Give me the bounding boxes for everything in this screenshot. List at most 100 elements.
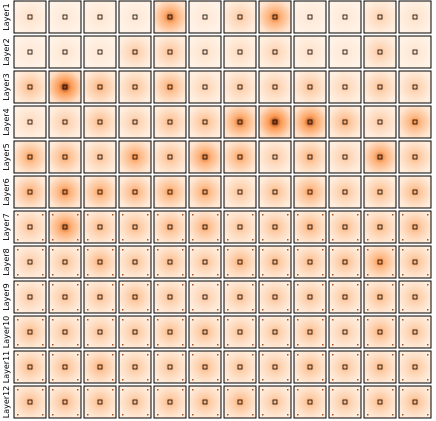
query-marker xyxy=(202,189,208,195)
corner-speckle xyxy=(392,214,394,216)
heatmap-cell xyxy=(328,210,362,244)
query-marker xyxy=(132,154,138,160)
heatmap-cell-fill xyxy=(153,70,187,104)
corner-speckle xyxy=(322,214,324,216)
query-marker xyxy=(97,189,103,195)
corner-speckle xyxy=(122,344,124,346)
corner-speckle xyxy=(262,239,264,241)
heatmap-cell xyxy=(398,210,432,244)
row-label-layer6: Layer6 xyxy=(2,178,11,205)
heatmap-cell xyxy=(118,70,152,104)
heatmap-cell-fill xyxy=(223,245,257,279)
heatmap-cell xyxy=(13,70,47,104)
heatmap-cell xyxy=(48,315,82,349)
heatmap-cell xyxy=(258,280,292,314)
corner-speckle xyxy=(402,214,404,216)
corner-speckle xyxy=(322,319,324,321)
query-marker xyxy=(132,189,138,195)
query-marker xyxy=(97,259,103,265)
heatmap-cell xyxy=(363,280,397,314)
corner-speckle xyxy=(77,354,79,356)
row-label-layer2: Layer2 xyxy=(2,38,11,65)
corner-speckle xyxy=(17,414,19,416)
heatmap-cell-fill xyxy=(83,385,117,419)
corner-speckle xyxy=(217,354,219,356)
heatmap-cell-fill xyxy=(118,175,152,209)
heatmap-cell-fill xyxy=(83,105,117,139)
heatmap-cell xyxy=(398,140,432,174)
heatmap-cell xyxy=(363,315,397,349)
corner-speckle xyxy=(122,389,124,391)
heatmap-cell xyxy=(188,210,222,244)
heatmap-cell-fill xyxy=(48,315,82,349)
heatmap-cell xyxy=(13,105,47,139)
query-marker xyxy=(62,49,68,55)
corner-speckle xyxy=(392,389,394,391)
row-label-layer1: Layer1 xyxy=(2,3,11,30)
corner-speckle xyxy=(357,414,359,416)
query-marker xyxy=(342,329,348,335)
query-marker xyxy=(377,294,383,300)
query-marker xyxy=(167,14,173,20)
corner-speckle xyxy=(112,284,114,286)
corner-speckle xyxy=(367,389,369,391)
corner-speckle xyxy=(287,284,289,286)
corner-speckle xyxy=(357,379,359,381)
query-marker xyxy=(132,329,138,335)
query-marker xyxy=(202,364,208,370)
row-label-layer11: Layer11 xyxy=(2,351,11,383)
corner-speckle xyxy=(182,414,184,416)
corner-speckle xyxy=(192,274,194,276)
corner-speckle xyxy=(252,379,254,381)
heatmap-cell xyxy=(118,0,152,34)
corner-speckle xyxy=(367,309,369,311)
corner-speckle xyxy=(297,344,299,346)
heatmap-cell-fill xyxy=(258,35,292,69)
corner-speckle xyxy=(52,284,54,286)
corner-speckle xyxy=(427,274,429,276)
corner-speckle xyxy=(217,274,219,276)
corner-speckle xyxy=(147,389,149,391)
corner-speckle xyxy=(87,284,89,286)
heatmap-cell-fill xyxy=(153,140,187,174)
heatmap-cell-fill xyxy=(293,105,327,139)
corner-speckle xyxy=(192,354,194,356)
heatmap-cell xyxy=(398,35,432,69)
heatmap-cell-fill xyxy=(153,0,187,34)
heatmap-cell xyxy=(188,385,222,419)
corner-speckle xyxy=(112,389,114,391)
corner-speckle xyxy=(192,344,194,346)
heatmap-cell xyxy=(258,210,292,244)
corner-speckle xyxy=(252,239,254,241)
query-marker xyxy=(27,84,33,90)
heatmap-cell-fill xyxy=(258,385,292,419)
corner-speckle xyxy=(87,249,89,251)
corner-speckle xyxy=(17,379,19,381)
heatmap-cell-fill xyxy=(328,70,362,104)
heatmap-cell xyxy=(83,0,117,34)
heatmap-cell-fill xyxy=(153,35,187,69)
corner-speckle xyxy=(297,379,299,381)
corner-speckle xyxy=(192,319,194,321)
query-marker xyxy=(377,259,383,265)
heatmap-cell xyxy=(13,280,47,314)
corner-speckle xyxy=(182,284,184,286)
corner-speckle xyxy=(227,309,229,311)
heatmap-cell-fill xyxy=(83,140,117,174)
heatmap-cell-fill xyxy=(153,315,187,349)
query-marker xyxy=(62,329,68,335)
heatmap-cell-fill xyxy=(398,0,432,34)
heatmap-cell xyxy=(223,350,257,384)
corner-speckle xyxy=(122,274,124,276)
corner-speckle xyxy=(42,319,44,321)
heatmap-cell xyxy=(83,315,117,349)
corner-speckle xyxy=(357,309,359,311)
query-marker xyxy=(27,119,33,125)
heatmap-cell-fill xyxy=(83,0,117,34)
query-marker xyxy=(237,14,243,20)
heatmap-cell-fill xyxy=(13,140,47,174)
heatmap-cell xyxy=(328,140,362,174)
heatmap-cell xyxy=(328,315,362,349)
corner-speckle xyxy=(297,284,299,286)
corner-speckle xyxy=(287,309,289,311)
